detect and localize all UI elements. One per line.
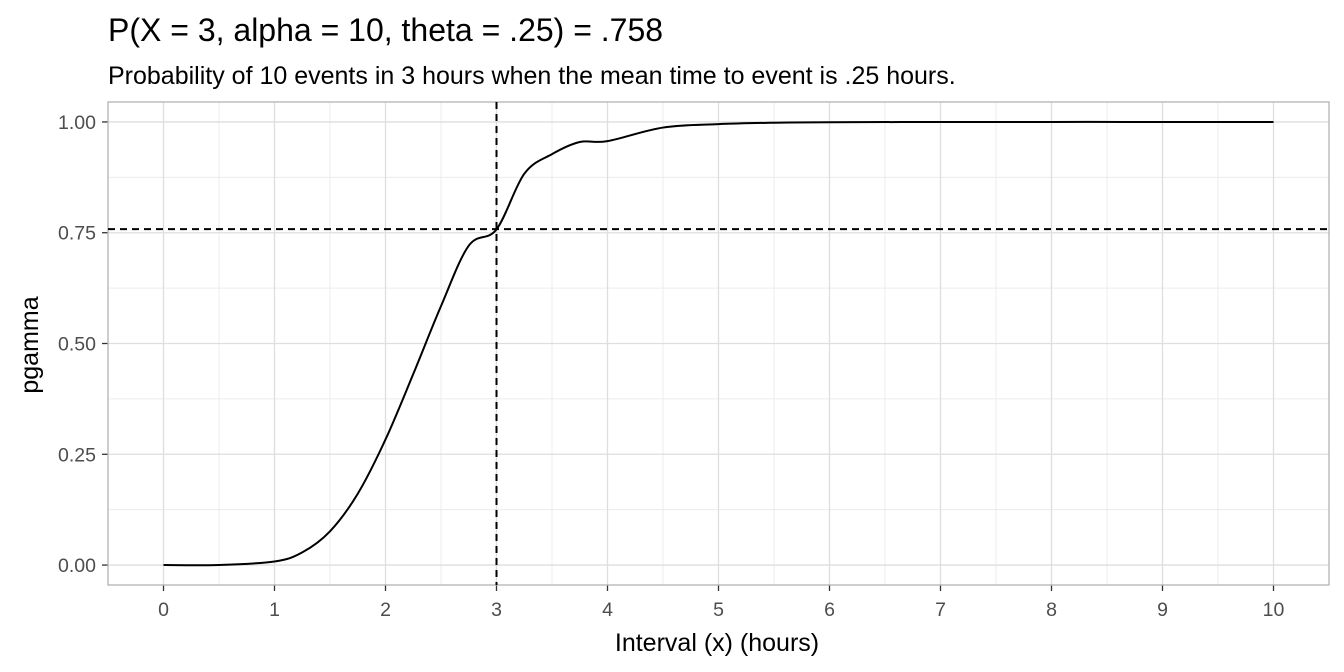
x-tick-label: 0	[158, 599, 169, 621]
chart-subtitle: Probability of 10 events in 3 hours when…	[108, 62, 956, 90]
x-tick-label: 8	[1046, 599, 1057, 621]
x-tick-label: 5	[713, 599, 724, 621]
y-tick-label: 0.25	[58, 444, 96, 466]
y-tick-label: 0.75	[58, 223, 96, 245]
x-tick-label: 6	[824, 599, 835, 621]
y-tick-label: 0.50	[58, 334, 96, 356]
x-tick-label: 4	[602, 599, 613, 621]
x-tick-label: 2	[380, 599, 391, 621]
y-tick-label: 1.00	[58, 112, 96, 134]
chart-title: P(X = 3, alpha = 10, theta = .25) = .758	[108, 12, 663, 48]
x-tick-label: 7	[935, 599, 946, 621]
x-axis-ticks: 0 1 2 3 4 5 6 7 8 9 10	[158, 585, 1284, 621]
x-tick-label: 9	[1157, 599, 1168, 621]
y-axis-title: pgamma	[16, 296, 44, 393]
major-gridlines	[108, 102, 1329, 585]
series-layer	[163, 120, 1274, 567]
reference-lines	[108, 102, 1329, 585]
x-tick-label: 1	[269, 599, 280, 621]
plot-border	[107, 101, 1330, 586]
x-tick-label: 10	[1263, 599, 1285, 621]
plot-panel-border	[107, 101, 1330, 586]
y-tick-label: 0.00	[58, 555, 96, 577]
y-axis-ticks: 0.00 0.25 0.50 0.75 1.00	[58, 112, 108, 577]
x-axis-title: Interval (x) (hours)	[615, 629, 819, 657]
series-line	[163, 120, 1274, 567]
x-tick-label: 3	[491, 599, 502, 621]
